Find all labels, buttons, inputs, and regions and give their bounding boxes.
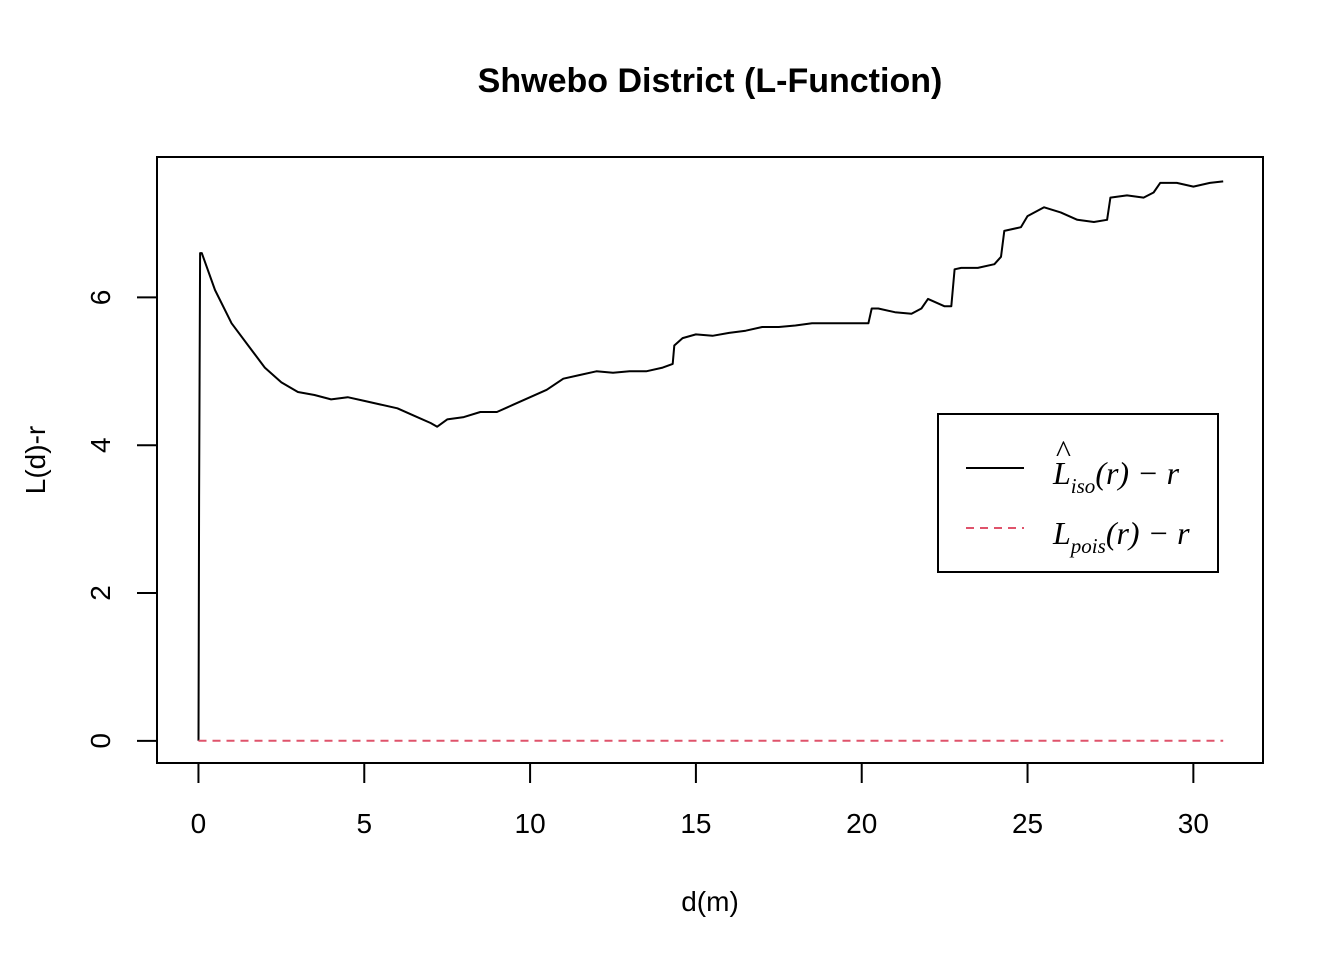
x-tick-label: 5 <box>356 808 372 839</box>
y-tick-label: 2 <box>85 585 116 601</box>
x-tick-label: 20 <box>846 808 877 839</box>
x-tick-label: 25 <box>1012 808 1043 839</box>
x-tick-label: 10 <box>515 808 546 839</box>
legend: Liso(r) − r^ Lpois(r) − r <box>937 413 1219 573</box>
x-axis: 0 5 10 15 20 25 30 <box>191 762 1209 839</box>
x-axis-label: d(m) <box>681 886 739 917</box>
x-tick-label: 30 <box>1178 808 1209 839</box>
series-layer <box>197 180 1224 742</box>
legend-hat: ^ <box>1055 433 1071 469</box>
series-line-liso <box>197 180 1224 741</box>
chart-title: Shwebo District (L-Function) <box>478 62 943 100</box>
legend-label-liso: Liso(r) − r <box>1052 455 1180 498</box>
y-tick-label: 0 <box>85 733 116 749</box>
legend-box <box>937 413 1219 573</box>
y-axis: 0 2 4 6 <box>85 290 158 749</box>
x-tick-label: 0 <box>191 808 207 839</box>
x-tick-label: 15 <box>680 808 711 839</box>
y-axis-label: L(d)-r <box>20 426 51 494</box>
y-tick-label: 6 <box>85 290 116 306</box>
y-tick-label: 4 <box>85 437 116 453</box>
legend-label-lpois: Lpois(r) − r <box>1052 515 1190 558</box>
